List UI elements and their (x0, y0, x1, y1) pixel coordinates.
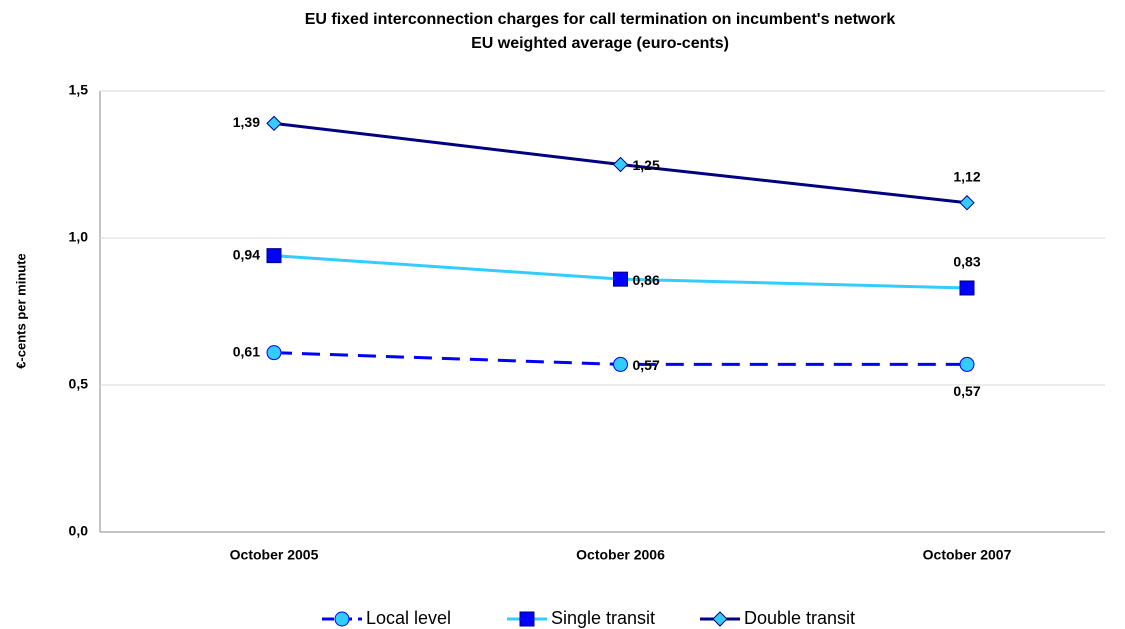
data-point (266, 345, 282, 361)
legend-label: Single transit (551, 608, 655, 628)
y-tick-label: 0,5 (69, 376, 89, 392)
legend-marker (712, 611, 728, 627)
x-tick-label: October 2005 (230, 547, 319, 563)
x-tick-label: October 2007 (923, 547, 1012, 563)
legend-label: Local level (366, 608, 451, 628)
legend-marker (334, 611, 350, 627)
x-tick-label: October 2006 (576, 547, 665, 563)
data-point (612, 156, 629, 173)
data-point (959, 356, 975, 372)
chart-subtitle: EU weighted average (euro-cents) (471, 35, 729, 52)
legend-marker (519, 611, 535, 627)
data-label: 0,61 (233, 343, 260, 359)
data-label: 1,39 (233, 114, 260, 130)
data-point (266, 115, 282, 132)
data-point (613, 356, 628, 372)
data-label: 1,25 (633, 157, 660, 173)
legend-label: Double transit (744, 608, 855, 628)
data-label: 0,57 (633, 357, 660, 373)
data-point (266, 248, 282, 264)
y-tick-label: 1,5 (69, 82, 89, 98)
data-point (613, 271, 628, 287)
data-label: 0,83 (953, 254, 980, 270)
chart-title: EU fixed interconnection charges for cal… (305, 11, 896, 28)
data-label: 0,57 (953, 383, 980, 399)
y-axis-label: €-cents per minute (13, 253, 28, 369)
data-point (959, 280, 975, 296)
y-tick-label: 1,0 (69, 229, 89, 245)
data-label: 1,12 (953, 168, 980, 184)
data-label: 0,86 (633, 272, 660, 288)
y-tick-label: 0,0 (69, 523, 89, 539)
data-label: 0,94 (233, 246, 260, 262)
data-point (959, 195, 975, 211)
